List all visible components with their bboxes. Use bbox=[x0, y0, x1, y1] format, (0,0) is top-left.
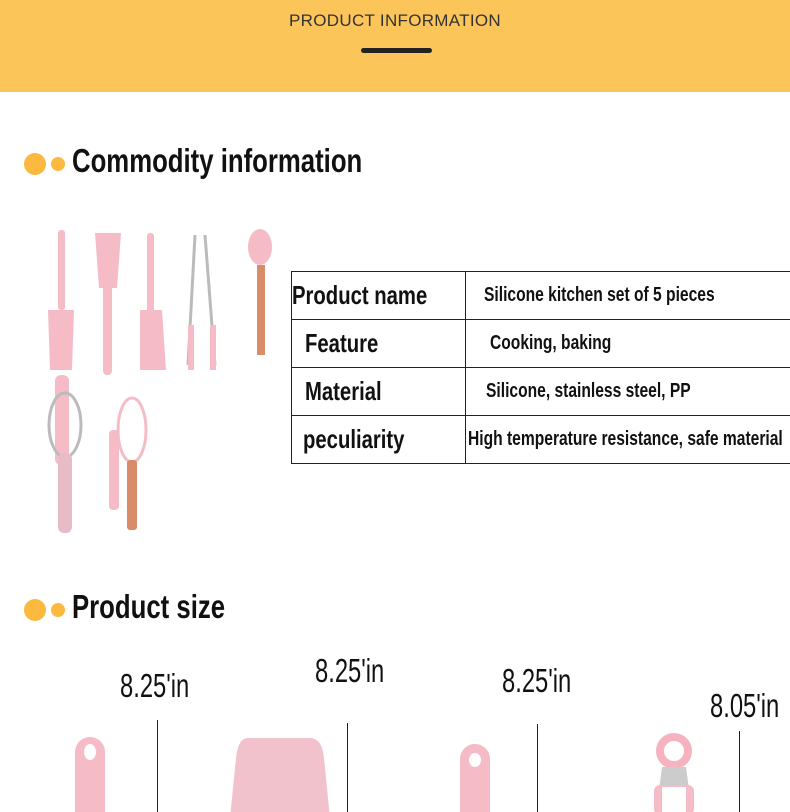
section-title: Product size bbox=[72, 588, 226, 625]
row-label: Product name bbox=[292, 280, 428, 310]
row-value: High temperature resistance, safe materi… bbox=[468, 428, 784, 450]
row-label: Material bbox=[305, 376, 382, 406]
bullet-dot-icon bbox=[51, 157, 65, 171]
dimension-line bbox=[537, 724, 538, 812]
row-value: Cooking, baking bbox=[490, 332, 612, 354]
dimension-label: 8.25'in bbox=[315, 652, 385, 689]
row-value: Silicone kitchen set of 5 pieces bbox=[484, 284, 715, 306]
table-row: Feature Cooking, baking bbox=[290, 319, 790, 368]
dimension-label: 8.05'in bbox=[710, 687, 780, 724]
banner-title: PRODUCT INFORMATION bbox=[289, 11, 501, 30]
dimension-line bbox=[739, 731, 740, 812]
dimension-line bbox=[157, 720, 158, 812]
bullet-dot-icon bbox=[24, 599, 46, 621]
row-label: Feature bbox=[305, 328, 379, 358]
dimension-label: 8.25'in bbox=[502, 662, 572, 699]
section-title: Commodity information bbox=[72, 142, 363, 179]
dimension-line bbox=[347, 723, 348, 812]
commodity-info-table: Product name Silicone kitchen set of 5 pi… bbox=[290, 271, 790, 464]
row-value: Silicone, stainless steel, PP bbox=[486, 380, 692, 402]
table-row: Material Silicone, stainless steel, PP bbox=[290, 367, 790, 416]
product-set-image bbox=[47, 229, 272, 533]
utensil-images bbox=[75, 733, 694, 812]
row-label: peculiarity bbox=[303, 424, 405, 454]
table-row: peculiarity High temperature resistance, … bbox=[290, 415, 790, 464]
header-banner: PRODUCT INFORMATION bbox=[0, 0, 790, 92]
banner-underline bbox=[361, 48, 432, 53]
table-row: Product name Silicone kitchen set of 5 pi… bbox=[290, 271, 790, 320]
bullet-dot-icon bbox=[24, 153, 46, 175]
bullet-dot-icon bbox=[51, 603, 65, 617]
dimension-label: 8.25'in bbox=[120, 667, 190, 704]
